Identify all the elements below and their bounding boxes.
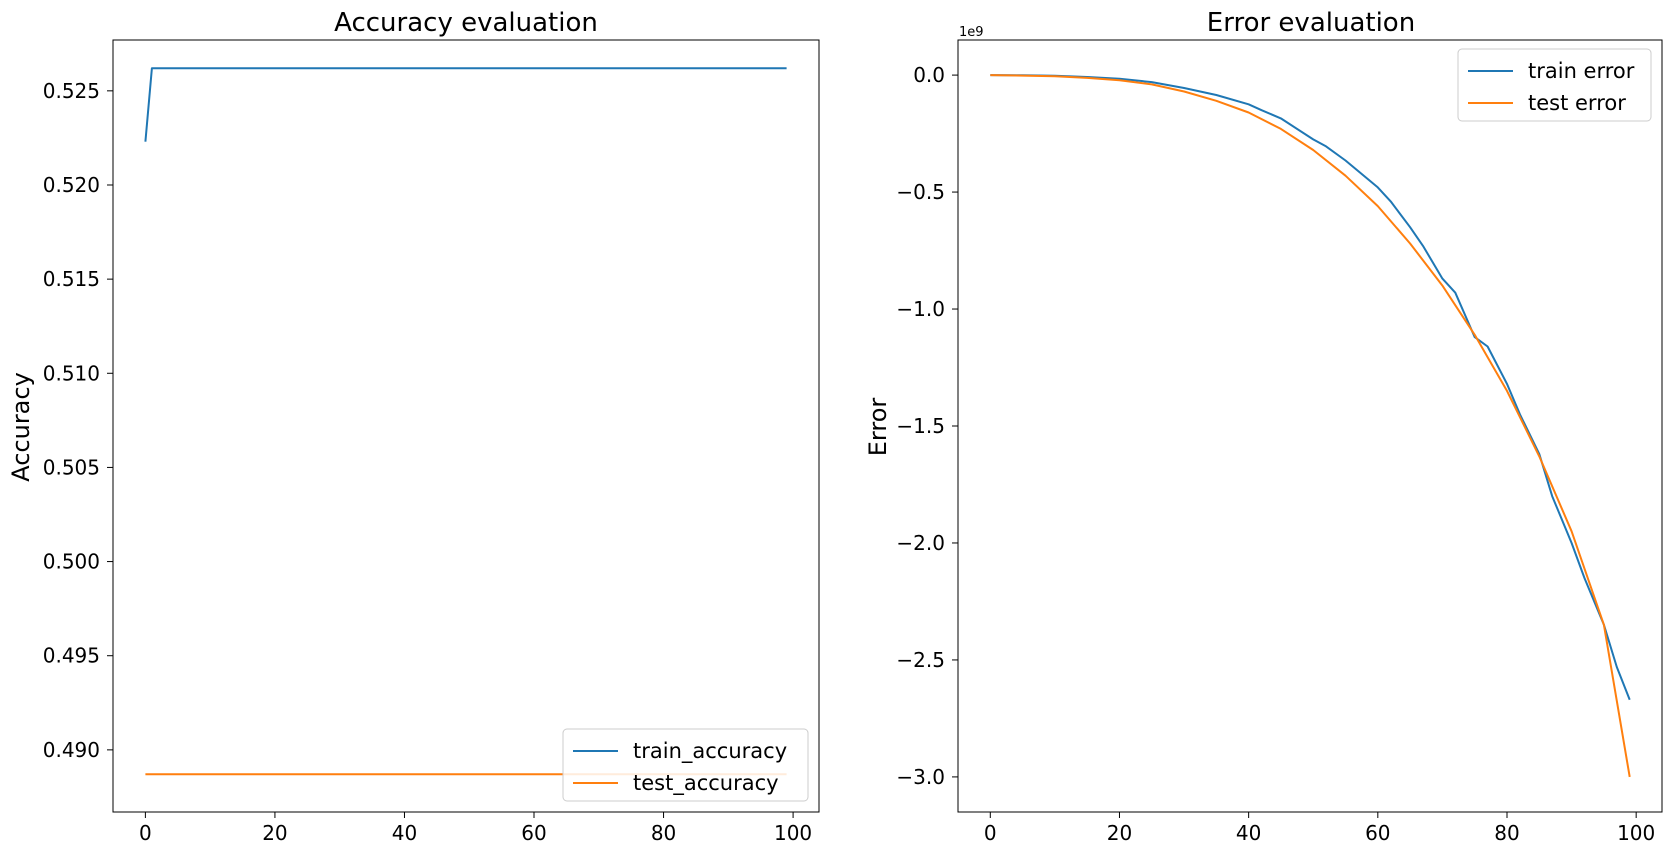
legend-label-0: train_accuracy (633, 739, 787, 764)
y-tick: 0.515 (43, 267, 113, 291)
x-tick: 100 (774, 812, 812, 845)
series-line-0 (144, 67, 787, 142)
y-tick-label: 0.0 (913, 63, 945, 87)
x-tick: 80 (651, 812, 676, 845)
y-tick: −0.5 (896, 180, 958, 204)
x-tick-label: 40 (1236, 821, 1261, 845)
ticks-layer: 0 20 40 60 80 100 0.0 −0.5 −1.0 −1.5 −2.0 −2.5 −3.0 (896, 63, 1655, 845)
y-tick: 0.525 (43, 79, 113, 103)
y-tick: −1.0 (896, 297, 958, 321)
y-axis-label: Error (864, 398, 892, 457)
plot-area-frame (957, 39, 1663, 813)
y-tick-label: −2.5 (896, 648, 945, 672)
ticks-layer: 0 20 40 60 80 100 0.490 0.495 0.500 0.505 0.510 0.5… (43, 79, 812, 845)
y-tick-label: −1.5 (896, 414, 945, 438)
x-tick-label: 60 (521, 821, 546, 845)
x-tick: 80 (1494, 812, 1520, 845)
x-tick: 100 (1617, 812, 1655, 845)
y-tick-label: 0.490 (43, 738, 100, 762)
y-tick: 0.495 (43, 644, 113, 668)
series-layer (990, 74, 1631, 778)
y-tick: 0.520 (43, 173, 113, 197)
legend-label-1: test_accuracy (633, 771, 779, 796)
x-tick-label: 40 (392, 821, 417, 845)
series-line-0 (990, 74, 1631, 701)
x-tick: 40 (1236, 812, 1261, 845)
plot-area-frame (112, 39, 820, 813)
chart-title: Accuracy evaluation (334, 8, 598, 38)
legend: train error test error (1457, 48, 1652, 122)
y-tick-label: 0.515 (43, 267, 100, 291)
y-tick: 0.0 (913, 63, 958, 87)
x-tick: 20 (1107, 812, 1132, 845)
y-tick-label: −3.0 (896, 765, 945, 789)
y-tick-label: −2.0 (896, 531, 945, 555)
x-tick-label: 20 (262, 821, 287, 845)
y-tick: 0.510 (43, 361, 113, 385)
x-tick: 40 (392, 812, 417, 845)
y-tick-label: 0.495 (43, 644, 100, 668)
accuracy-chart: Accuracy evaluation Accuracy 0 20 40 60 80 10… (7, 8, 820, 845)
x-tick: 0 (139, 812, 152, 845)
series-line-1 (990, 74, 1631, 778)
y-tick: 0.490 (43, 738, 113, 762)
y-tick-label: 0.505 (43, 455, 100, 479)
y-axis-label: Accuracy (7, 372, 35, 482)
x-tick-label: 60 (1365, 821, 1390, 845)
x-tick-label: 80 (651, 821, 676, 845)
y-tick: 0.505 (43, 455, 113, 479)
y-tick-label: 0.500 (43, 550, 100, 574)
x-tick: 60 (1365, 812, 1391, 845)
legend-label-1: test error (1528, 91, 1626, 115)
y-tick-label: 0.525 (43, 79, 100, 103)
error-chart: Error evaluation Error 1e9 0 20 40 60 80 1000… (864, 8, 1663, 845)
legend: train_accuracy test_accuracy (562, 728, 809, 802)
y-tick: −2.5 (896, 648, 958, 672)
x-tick: 60 (521, 812, 547, 845)
y-tick: −2.0 (896, 531, 958, 555)
y-tick: −1.5 (896, 414, 958, 438)
y-tick: −3.0 (896, 765, 958, 789)
legend-box (562, 728, 809, 802)
y-tick-label: 0.510 (43, 361, 100, 385)
x-tick-label: 0 (139, 821, 152, 845)
chart-title: Error evaluation (1207, 8, 1415, 38)
x-tick: 0 (984, 812, 997, 845)
x-tick-label: 80 (1494, 821, 1519, 845)
y-offset-label: 1e9 (959, 25, 984, 40)
series-layer (144, 67, 787, 776)
y-tick: 0.500 (43, 550, 113, 574)
y-tick-label: 0.520 (43, 173, 100, 197)
y-tick-label: −1.0 (896, 297, 945, 321)
legend-label-0: train error (1528, 59, 1635, 83)
y-tick-label: −0.5 (896, 180, 945, 204)
x-tick: 20 (262, 812, 288, 845)
x-tick-label: 20 (1107, 821, 1132, 845)
x-tick-label: 100 (1617, 821, 1655, 845)
x-tick-label: 0 (984, 821, 997, 845)
x-tick-label: 100 (774, 821, 812, 845)
